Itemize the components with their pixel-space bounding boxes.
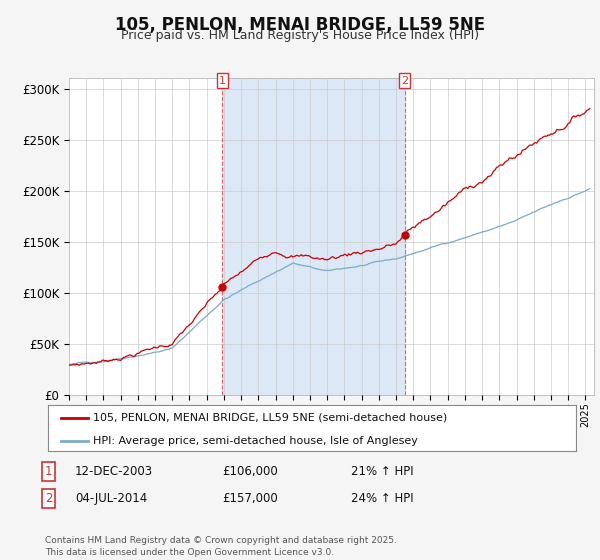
Text: 1: 1	[45, 465, 53, 478]
Text: £106,000: £106,000	[222, 465, 278, 478]
Text: 2: 2	[45, 492, 53, 505]
Text: 12-DEC-2003: 12-DEC-2003	[75, 465, 153, 478]
Text: 21% ↑ HPI: 21% ↑ HPI	[351, 465, 413, 478]
Text: 105, PENLON, MENAI BRIDGE, LL59 5NE (semi-detached house): 105, PENLON, MENAI BRIDGE, LL59 5NE (sem…	[93, 413, 447, 423]
Text: 2: 2	[401, 76, 408, 86]
Text: £157,000: £157,000	[222, 492, 278, 505]
Text: 105, PENLON, MENAI BRIDGE, LL59 5NE: 105, PENLON, MENAI BRIDGE, LL59 5NE	[115, 16, 485, 34]
Text: Price paid vs. HM Land Registry's House Price Index (HPI): Price paid vs. HM Land Registry's House …	[121, 29, 479, 42]
Text: Contains HM Land Registry data © Crown copyright and database right 2025.
This d: Contains HM Land Registry data © Crown c…	[45, 536, 397, 557]
Text: 24% ↑ HPI: 24% ↑ HPI	[351, 492, 413, 505]
Text: 04-JUL-2014: 04-JUL-2014	[75, 492, 147, 505]
Text: 1: 1	[219, 76, 226, 86]
Text: HPI: Average price, semi-detached house, Isle of Anglesey: HPI: Average price, semi-detached house,…	[93, 436, 418, 446]
Bar	[223, 78, 404, 395]
